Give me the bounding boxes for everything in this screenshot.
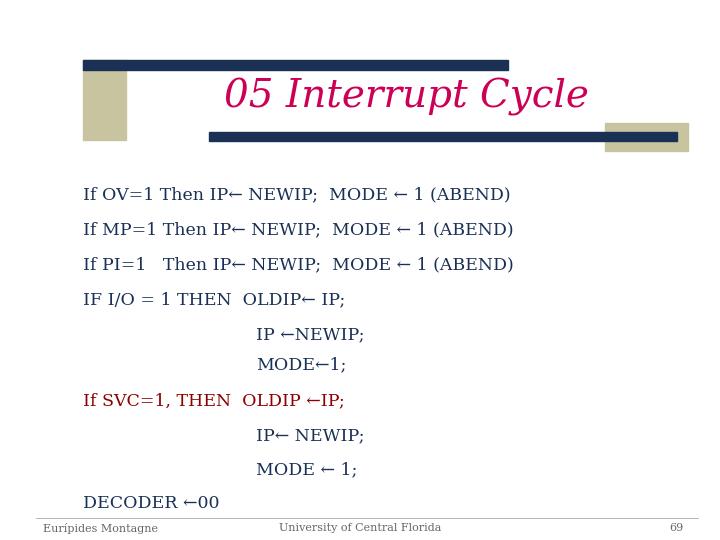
Bar [209,132,677,141]
Text: If OV=1 Then IP← NEWIP;  MODE ← 1 (ABEND): If OV=1 Then IP← NEWIP; MODE ← 1 (ABEND) [83,186,510,203]
Text: Eurípides Montagne: Eurípides Montagne [43,523,158,534]
Text: MODE ← 1;: MODE ← 1; [256,461,357,478]
Text: IP ←NEWIP;: IP ←NEWIP; [256,326,364,343]
Bar [605,123,688,151]
Text: MODE←1;: MODE←1; [256,356,346,373]
Bar [83,60,126,140]
Text: University of Central Florida: University of Central Florida [279,523,441,533]
Text: If PI=1   Then IP← NEWIP;  MODE ← 1 (ABEND): If PI=1 Then IP← NEWIP; MODE ← 1 (ABEND) [83,256,513,273]
Bar [83,60,508,70]
Text: DECODER ←00: DECODER ←00 [83,495,220,512]
Text: IF I/O = 1 THEN  OLDIP← IP;: IF I/O = 1 THEN OLDIP← IP; [83,291,345,308]
Text: If SVC=1, THEN  OLDIP ←IP;: If SVC=1, THEN OLDIP ←IP; [83,392,345,409]
Text: IP← NEWIP;: IP← NEWIP; [256,427,364,444]
Text: 69: 69 [670,523,684,533]
Text: 05 Interrupt Cycle: 05 Interrupt Cycle [225,78,589,116]
Text: If MP=1 Then IP← NEWIP;  MODE ← 1 (ABEND): If MP=1 Then IP← NEWIP; MODE ← 1 (ABEND) [83,221,513,238]
